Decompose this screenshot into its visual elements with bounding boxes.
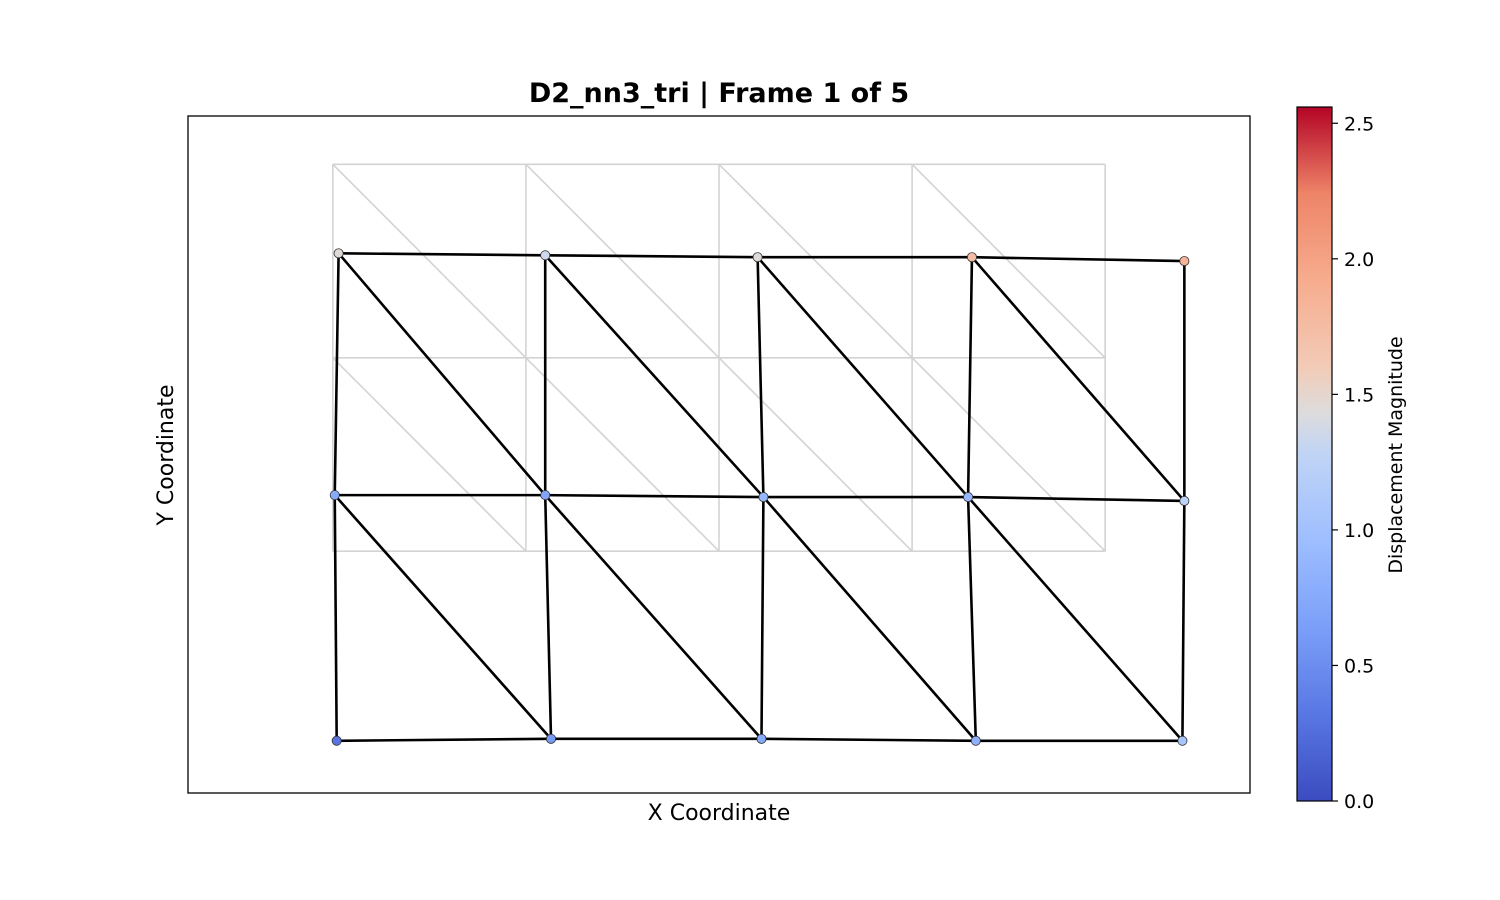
colorbar-tick-label: 2.5 (1344, 113, 1374, 135)
deformed-node (333, 248, 344, 259)
deformed-edge (970, 255, 1186, 263)
deformed-node (752, 252, 763, 263)
reference-edge (718, 163, 913, 359)
axes-frame (187, 115, 1251, 794)
deformed-edge (1181, 499, 1186, 743)
deformed-edge (760, 737, 978, 743)
deformed-edge (543, 493, 765, 499)
deformed-edge (762, 495, 978, 743)
colorbar-tick-label: 0.5 (1344, 655, 1374, 677)
deformed-edge (966, 495, 1186, 503)
reference-mesh (332, 163, 1106, 553)
deformed-edge (337, 252, 547, 257)
colorbar-label: Displacement Magnitude (1385, 336, 1407, 573)
deformed-node (329, 490, 340, 501)
y-axis-label: Y Coordinate (154, 384, 179, 526)
deformed-node (1179, 256, 1190, 267)
deformed-node (540, 490, 551, 501)
deformed-edge (333, 493, 553, 741)
deformed-node (1179, 495, 1190, 506)
chart-title: D2_nn3_tri | Frame 1 of 5 (529, 78, 909, 109)
colorbar-gradient (1296, 106, 1333, 802)
deformed-edge (966, 495, 978, 743)
deformed-node (540, 250, 551, 261)
reference-edge (911, 357, 1106, 552)
reference-edge (332, 163, 527, 359)
colorbar-tick-label: 1.5 (1344, 384, 1374, 406)
deformed-node (970, 735, 981, 746)
colorbar: 0.0 0.5 1.0 1.5 2.0 2.5 Displacement Magnitud… (1296, 106, 1407, 813)
reference-edge (525, 357, 720, 552)
colorbar-tick-label: 0.0 (1344, 791, 1374, 813)
deformed-edge (760, 495, 765, 741)
colorbar-tick-label: 2.0 (1344, 249, 1374, 271)
reference-edge (718, 357, 913, 552)
deformed-edge (335, 737, 553, 743)
deformed-edge (543, 253, 765, 499)
x-axis-label: X Coordinate (648, 801, 791, 826)
deformed-edge (966, 495, 1184, 743)
deformed-edge (337, 252, 547, 497)
reference-edge (525, 163, 720, 359)
deformed-edge (756, 255, 765, 499)
deformed-edge (543, 253, 759, 259)
colorbar-tick-label: 1.0 (1344, 520, 1374, 542)
reference-edge (332, 357, 527, 552)
deformed-node (758, 492, 769, 503)
deformed-mesh-edges (333, 252, 1186, 743)
deformed-node (963, 492, 974, 503)
deformed-edge (333, 252, 340, 497)
plot-area (187, 115, 1251, 794)
deformed-edge (333, 493, 338, 743)
reference-edge (911, 163, 1106, 359)
deformed-node (546, 733, 557, 744)
deformed-edge (756, 255, 970, 499)
deformed-mesh-nodes (329, 248, 1190, 746)
deformed-node (756, 733, 767, 744)
deformed-edge (543, 493, 553, 741)
deformed-node (1177, 735, 1188, 746)
deformed-node (331, 735, 342, 746)
deformed-edge (970, 255, 1186, 503)
deformed-edge (966, 255, 974, 499)
deformed-edge (543, 493, 763, 741)
colorbar-ticks: 0.0 0.5 1.0 1.5 2.0 2.5 (1332, 113, 1374, 813)
deformed-node (966, 252, 977, 263)
